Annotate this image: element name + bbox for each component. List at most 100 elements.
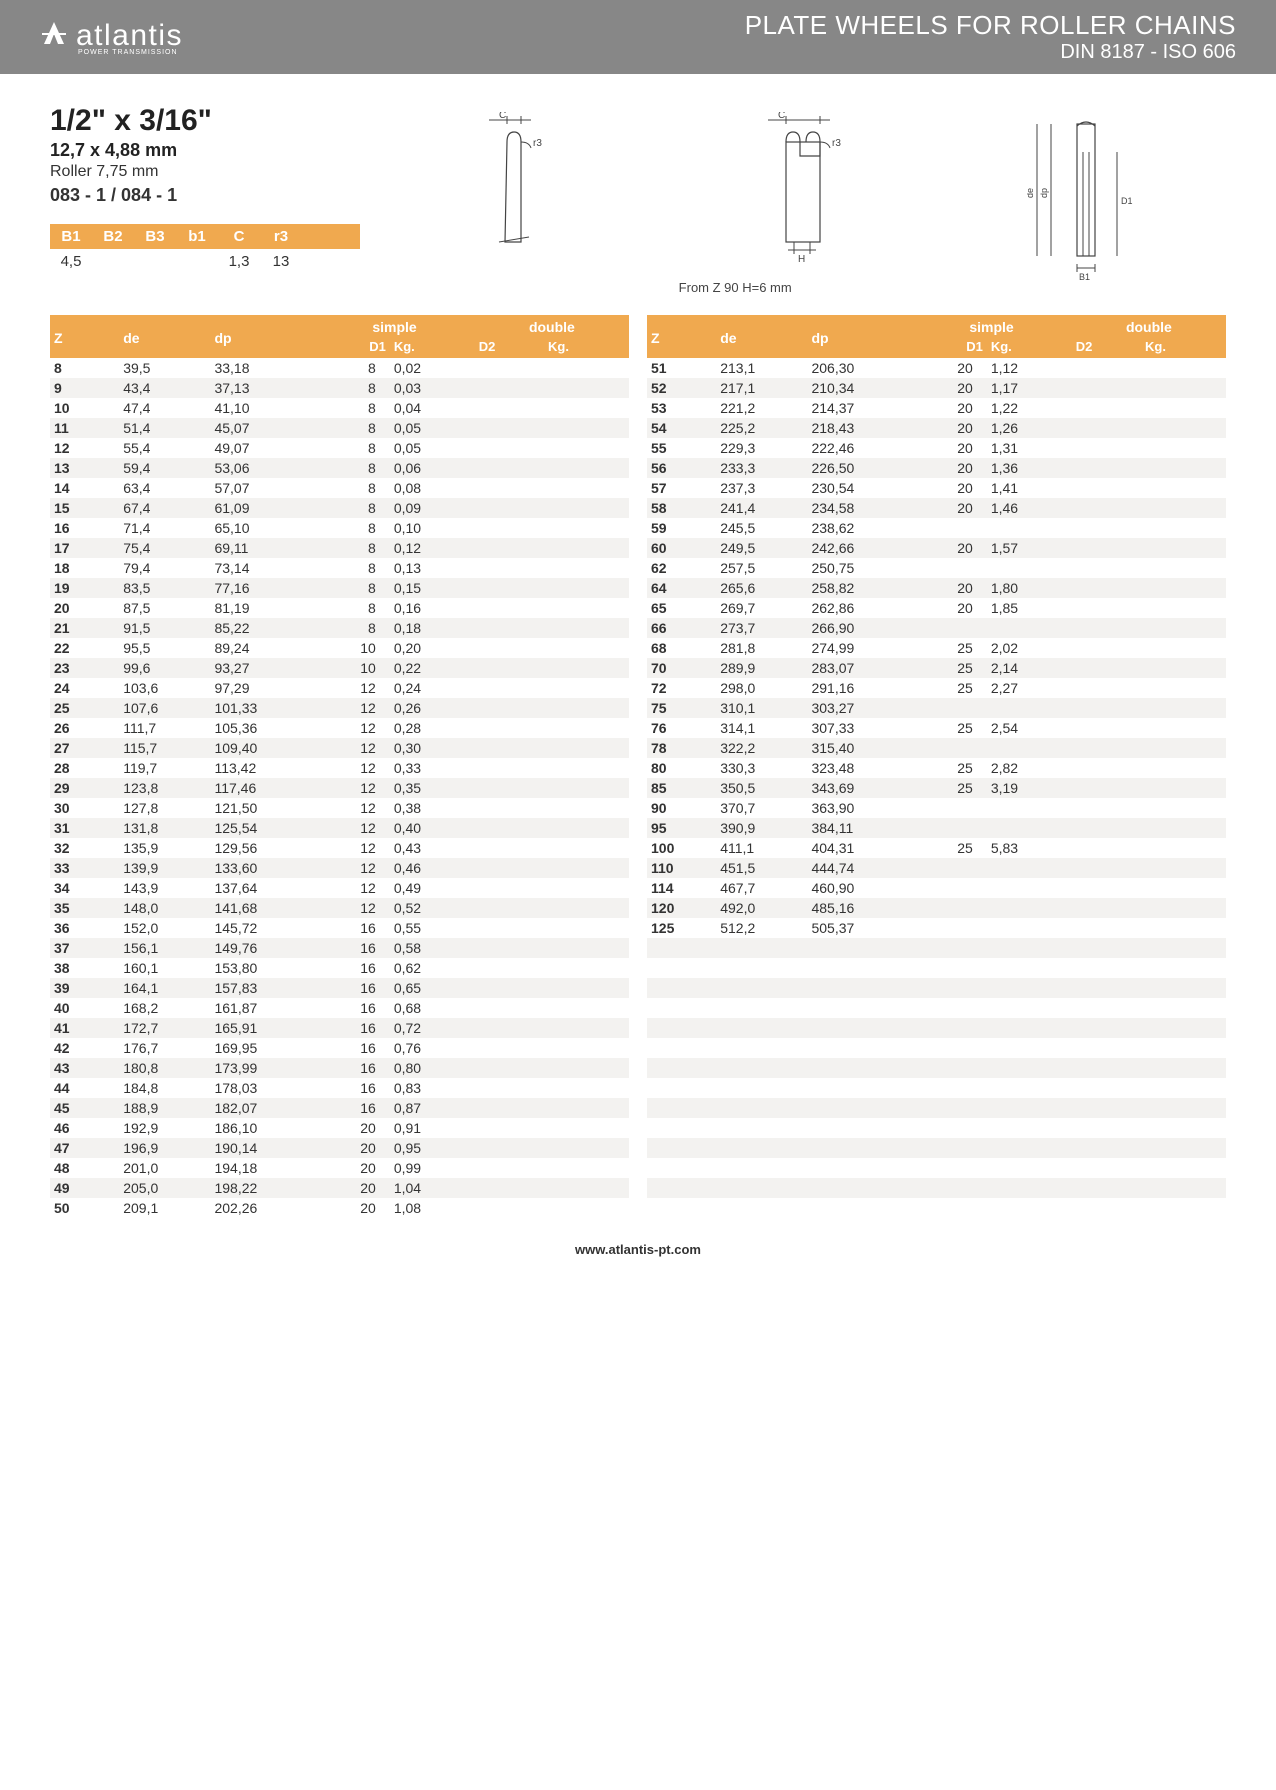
th-z: Z	[647, 315, 716, 358]
param-value-B1: 4,5	[50, 249, 92, 274]
table-row: 1671,465,1080,10	[50, 518, 629, 538]
table-row: 95390,9384,11	[647, 818, 1226, 838]
table-row: 50209,1202,26201,08	[50, 1198, 629, 1218]
header-title-line2: DIN 8187 - ISO 606	[745, 41, 1236, 64]
table-row: 49205,0198,22201,04	[50, 1178, 629, 1198]
table-row: 55229,3222,46201,31	[647, 438, 1226, 458]
svg-text:D1: D1	[1121, 196, 1133, 206]
table-row	[647, 998, 1226, 1018]
logo-icon	[40, 20, 68, 55]
param-value-B2	[92, 249, 134, 274]
param-value-C: 1,3	[218, 249, 260, 274]
table-row: 2087,581,1980,16	[50, 598, 629, 618]
table-row	[647, 1198, 1226, 1218]
table-row: 114467,7460,90	[647, 878, 1226, 898]
table-row: 2191,585,2280,18	[50, 618, 629, 638]
table-row: 24103,697,29120,24	[50, 678, 629, 698]
th-d1: D1	[911, 337, 987, 358]
table-row	[647, 978, 1226, 998]
logo-subtext: POWER TRANSMISSION	[78, 49, 183, 56]
table-row: 1359,453,0680,06	[50, 458, 629, 478]
table-row: 80330,3323,48252,82	[647, 758, 1226, 778]
param-value-B3	[134, 249, 176, 274]
header-bar: atlantis POWER TRANSMISSION PLATE WHEELS…	[0, 0, 1276, 74]
table-row: 1463,457,0780,08	[50, 478, 629, 498]
table-row: 56233,3226,50201,36	[647, 458, 1226, 478]
table-row: 62257,5250,75	[647, 558, 1226, 578]
table-row: 1047,441,1080,04	[50, 398, 629, 418]
table-row: 38160,1153,80160,62	[50, 958, 629, 978]
table-row: 75310,1303,27	[647, 698, 1226, 718]
table-row: 32135,9129,56120,43	[50, 838, 629, 858]
th-de: de	[119, 315, 210, 358]
table-row	[647, 1038, 1226, 1058]
data-table-right: Z de dp simple double D1 Kg. D2 Kg. 5121…	[647, 315, 1226, 1218]
svg-text:H: H	[798, 254, 805, 265]
param-header-r3: r3	[260, 224, 302, 249]
table-row: 58241,4234,58201,46	[647, 498, 1226, 518]
table-row: 48201,0194,18200,99	[50, 1158, 629, 1178]
table-row: 59245,5238,62	[647, 518, 1226, 538]
th-double: double	[475, 315, 629, 337]
table-row: 40168,2161,87160,68	[50, 998, 629, 1018]
table-row: 57237,3230,54201,41	[647, 478, 1226, 498]
table-row: 60249,5242,66201,57	[647, 538, 1226, 558]
params-header: B1B2B3b1Cr3	[50, 224, 360, 249]
table-row: 1879,473,1480,13	[50, 558, 629, 578]
table-row: 1775,469,1180,12	[50, 538, 629, 558]
param-header-B2: B2	[92, 224, 134, 249]
diagram-1: C r3	[390, 112, 649, 252]
table-row: 46192,9186,10200,91	[50, 1118, 629, 1138]
table-row	[647, 1178, 1226, 1198]
param-header-B1: B1	[50, 224, 92, 249]
svg-text:dp: dp	[1039, 188, 1049, 198]
table-row: 33139,9133,60120,46	[50, 858, 629, 878]
table-row: 36152,0145,72160,55	[50, 918, 629, 938]
table-row: 42176,7169,95160,76	[50, 1038, 629, 1058]
th-kg: Kg.	[987, 337, 1072, 358]
diagram-note: From Z 90 H=6 mm	[679, 280, 938, 295]
table-row: 110451,5444,74	[647, 858, 1226, 878]
table-row: 943,437,1380,03	[50, 378, 629, 398]
table-row: 37156,1149,76160,58	[50, 938, 629, 958]
header-title-line1: PLATE WHEELS FOR ROLLER CHAINS	[745, 10, 1236, 41]
th-simple: simple	[314, 315, 474, 337]
table-row: 54225,2218,43201,26	[647, 418, 1226, 438]
table-row: 44184,8178,03160,83	[50, 1078, 629, 1098]
th-simple: simple	[911, 315, 1071, 337]
table-row: 35148,0141,68120,52	[50, 898, 629, 918]
param-header-C: C	[218, 224, 260, 249]
param-value-r3: 13	[260, 249, 302, 274]
svg-text:r3: r3	[533, 138, 542, 149]
svg-text:C: C	[499, 112, 506, 121]
param-header-b1: b1	[176, 224, 218, 249]
table-row: 28119,7113,42120,33	[50, 758, 629, 778]
param-value-b1	[176, 249, 218, 274]
table-row	[647, 1138, 1226, 1158]
table-row: 76314,1307,33252,54	[647, 718, 1226, 738]
product-title: 1/2" x 3/16"	[50, 104, 360, 138]
svg-text:r3: r3	[832, 138, 841, 149]
svg-text:de: de	[1027, 188, 1035, 198]
table-row: 51213,1206,30201,12	[647, 358, 1226, 378]
param-header-B3: B3	[134, 224, 176, 249]
product-sub1: 12,7 x 4,88 mm	[50, 140, 360, 161]
table-row: 47196,9190,14200,95	[50, 1138, 629, 1158]
th-d1: D1	[314, 337, 390, 358]
tables-wrap: Z de dp simple double D1 Kg. D2 Kg. 839,…	[50, 315, 1226, 1218]
th-kg: Kg.	[390, 337, 475, 358]
table-row: 125512,2505,37	[647, 918, 1226, 938]
table-row: 85350,5343,69253,19	[647, 778, 1226, 798]
table-row	[647, 1098, 1226, 1118]
data-table-left: Z de dp simple double D1 Kg. D2 Kg. 839,…	[50, 315, 629, 1218]
svg-text:C: C	[778, 112, 785, 121]
product-sub3: 083 - 1 / 084 - 1	[50, 185, 360, 206]
th-d2: D2	[475, 337, 544, 358]
logo-text: atlantis	[76, 19, 183, 53]
top-section: 1/2" x 3/16" 12,7 x 4,88 mm Roller 7,75 …	[50, 104, 1226, 295]
table-row: 120492,0485,16	[647, 898, 1226, 918]
table-row	[647, 1118, 1226, 1138]
table-row: 839,533,1880,02	[50, 358, 629, 378]
table-row: 25107,6101,33120,26	[50, 698, 629, 718]
th-dp: dp	[210, 315, 314, 358]
